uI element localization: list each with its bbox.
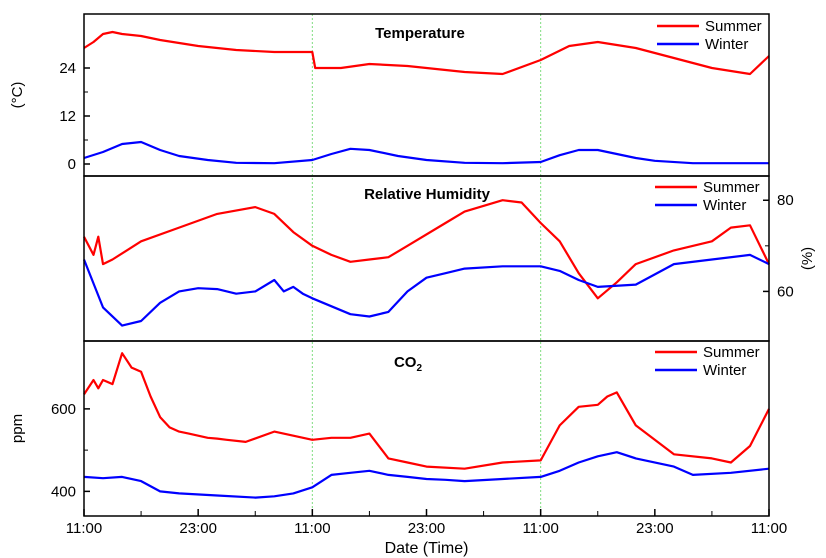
x-tick-label: 23:00 — [408, 520, 446, 537]
legend-label-winter: Winter — [705, 36, 748, 53]
series-relative-humidity-winter — [82, 253, 770, 327]
x-tick-label: 23:00 — [179, 520, 217, 537]
y-tick-label: 80 — [777, 192, 794, 209]
panel-title: Relative Humidity — [364, 186, 491, 203]
y-tick-label: 400 — [51, 483, 76, 500]
y-tick-label: 60 — [777, 283, 794, 300]
x-axis-label: Date (Time) — [385, 540, 469, 557]
panel-frame — [83, 340, 770, 517]
series-co-summer — [83, 352, 770, 470]
y-axis-label: ppm — [9, 414, 26, 443]
panel-title: Temperature — [375, 25, 465, 42]
y-tick-label: 24 — [59, 60, 76, 77]
x-tick-label: 11:00 — [522, 520, 558, 537]
y-tick-label: 12 — [59, 108, 76, 125]
y-axis-label: (°C) — [9, 82, 26, 109]
x-tick-label: 11:00 — [66, 520, 102, 537]
x-tick-label: 11:00 — [294, 520, 330, 537]
legend-label-summer: Summer — [703, 179, 760, 196]
series-temperature-winter — [83, 140, 769, 165]
series-temperature-summer — [83, 30, 770, 76]
panel-title-subscript: 2 — [416, 363, 422, 374]
x-tick-label: 23:00 — [636, 520, 674, 537]
legend-label-winter: Winter — [703, 197, 746, 214]
series-relative-humidity-summer — [83, 199, 770, 300]
legend-label-winter: Winter — [703, 362, 746, 379]
legend-label-summer: Summer — [703, 344, 760, 361]
panel-title: CO2 — [394, 354, 423, 374]
y-axis-label: (%) — [799, 247, 816, 270]
series-co-winter — [83, 451, 770, 499]
x-tick-label: 11:00 — [751, 520, 787, 537]
y-tick-label: 0 — [68, 156, 76, 173]
legend-label-summer: Summer — [705, 18, 762, 35]
y-tick-label: 600 — [51, 401, 76, 418]
